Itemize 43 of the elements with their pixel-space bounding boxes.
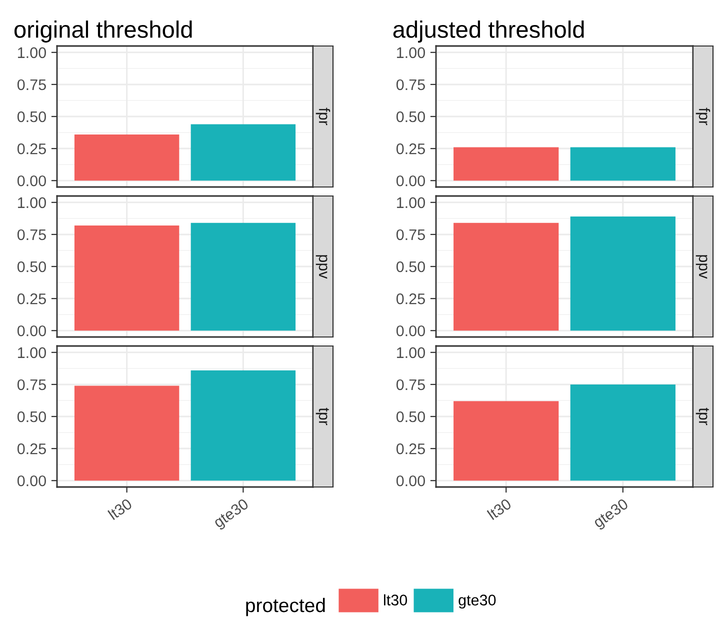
y-tick-label: 0.50 — [17, 261, 46, 272]
legend-label: gte30 — [458, 594, 496, 609]
y-tick-label: 0.75 — [17, 79, 46, 90]
y-tick-label: 0.75 — [396, 229, 425, 240]
y-tick-label: 1.00 — [397, 47, 425, 58]
text: fpr — [316, 108, 330, 126]
text: ppv — [696, 255, 708, 279]
chart-title: original threshold — [14, 20, 192, 43]
y-tick-label: 0.00 — [17, 175, 46, 186]
y-tick-label: 0.00 — [17, 325, 46, 336]
text: ppv — [316, 255, 328, 279]
y-tick-label: 0.25 — [396, 443, 425, 454]
y-tick-label: 0.75 — [17, 379, 46, 390]
y-tick-label: 1.00 — [397, 347, 425, 358]
y-tick-label: 0.00 — [396, 475, 425, 486]
y-tick-label: 0.75 — [396, 79, 425, 90]
y-tick-label: 0.50 — [396, 111, 425, 122]
text: tpr — [696, 408, 709, 426]
text: tpr — [316, 408, 329, 426]
chart-title: adjusted threshold — [393, 20, 584, 43]
y-tick-label: 0.50 — [396, 411, 425, 422]
y-tick-label: 0.50 — [17, 111, 46, 122]
y-tick-label: 0.25 — [396, 293, 425, 304]
y-tick-label: 0.25 — [17, 443, 46, 454]
x-tick-label: lt30 — [107, 498, 133, 520]
y-tick-label: 0.00 — [396, 175, 425, 186]
y-tick-label: 1.00 — [18, 197, 46, 208]
y-tick-label: 0.25 — [17, 293, 46, 304]
y-tick-label: 0.75 — [396, 379, 425, 390]
legend-label: lt30 — [384, 594, 408, 606]
y-tick-label: 0.75 — [17, 229, 46, 240]
y-tick-label: 0.50 — [396, 261, 425, 272]
y-tick-label: 0.50 — [17, 411, 46, 422]
y-tick-label: 0.25 — [396, 143, 425, 154]
legend-title: protected — [246, 598, 325, 616]
x-tick-label: lt30 — [486, 498, 512, 520]
y-tick-label: 0.25 — [17, 143, 46, 154]
text: fpr — [696, 108, 710, 126]
y-tick-label: 1.00 — [18, 347, 46, 358]
y-tick-label: 0.00 — [396, 325, 425, 336]
y-tick-label: 1.00 — [18, 47, 46, 58]
y-tick-label: 0.00 — [17, 475, 46, 486]
y-tick-label: 1.00 — [397, 197, 425, 208]
